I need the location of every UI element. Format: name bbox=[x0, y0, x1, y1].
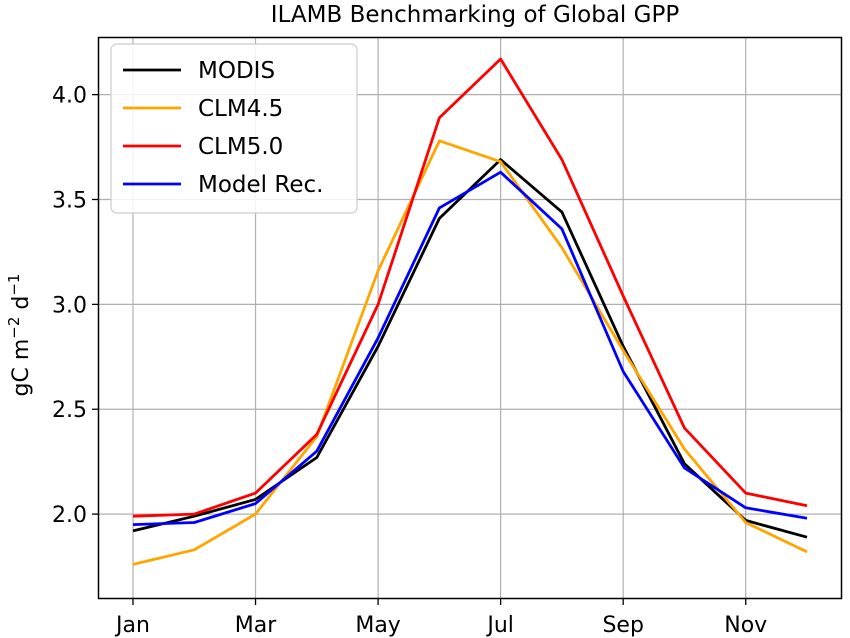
x-tick-label: Sep bbox=[602, 613, 643, 638]
series-line-clm5-0 bbox=[132, 57, 808, 518]
y-tick-label: 2.5 bbox=[52, 398, 87, 423]
legend-label-clm5-0: CLM5.0 bbox=[198, 134, 283, 160]
plot-frame bbox=[97, 36, 843, 600]
y-tick-label: 4.0 bbox=[52, 84, 87, 109]
chart-title: ILAMB Benchmarking of Global GPP bbox=[271, 2, 680, 28]
y-axis-label-mid: d bbox=[9, 296, 34, 317]
y-tick-label: 3.0 bbox=[52, 293, 87, 318]
x-tick-label: May bbox=[355, 613, 400, 638]
y-tick-label: 3.5 bbox=[52, 188, 87, 213]
series-line-clm4-5 bbox=[132, 139, 808, 566]
legend-box bbox=[110, 43, 358, 214]
y-axis-label-unit: gC m bbox=[9, 339, 34, 397]
y-axis-label-exp2: −1 bbox=[5, 274, 23, 296]
x-axis-ticks: Jan Mar May Jul Sep Nov bbox=[114, 598, 767, 638]
legend-label-model-rec: Model Rec. bbox=[198, 172, 323, 198]
y-axis-ticks: 2.0 2.5 3.0 3.5 4.0 bbox=[52, 84, 99, 528]
x-tick-label: Jul bbox=[485, 613, 514, 638]
legend: MODIS CLM4.5 CLM5.0 Model Rec. bbox=[110, 43, 358, 214]
y-tick-label: 2.0 bbox=[52, 503, 87, 528]
legend-label-modis: MODIS bbox=[198, 58, 275, 84]
x-tick-label: Jan bbox=[114, 613, 150, 638]
series-lines bbox=[132, 57, 808, 566]
x-tick-label: Mar bbox=[235, 613, 277, 638]
x-tick-label: Nov bbox=[724, 613, 767, 638]
y-axis-label-exp1: −2 bbox=[5, 317, 23, 339]
y-axis-label: gC m−2 d−1 bbox=[5, 274, 34, 397]
series-line-model-rec bbox=[132, 170, 808, 526]
legend-label-clm4-5: CLM4.5 bbox=[198, 96, 283, 122]
